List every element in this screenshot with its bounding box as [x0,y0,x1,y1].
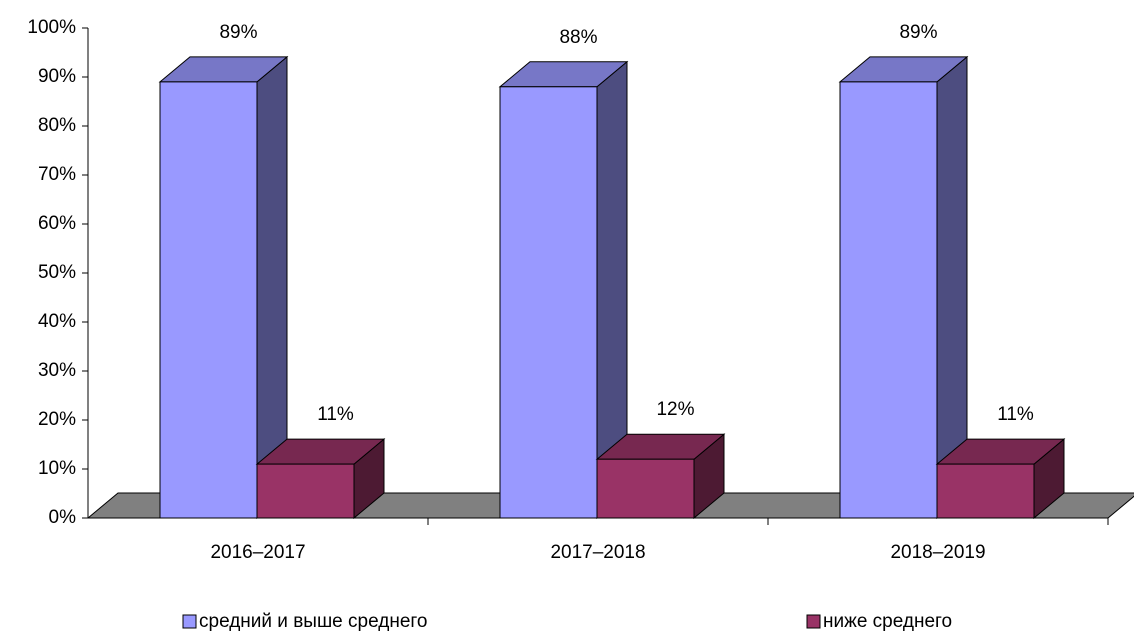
value-label: 11% [317,404,354,425]
value-label: 11% [997,404,1034,425]
bar [256,463,355,519]
bar [499,86,598,519]
value-label: 89% [899,22,937,43]
legend-label: средний и выше среднего [199,611,427,632]
bar [839,81,938,519]
value-label: 88% [559,27,597,48]
y-tick-label: 90% [38,66,76,87]
value-label: 12% [656,399,694,420]
y-tick-label: 60% [38,213,76,234]
value-label: 89% [219,22,257,43]
y-tick-label: 20% [38,409,76,430]
y-tick-label: 30% [38,360,76,381]
legend-swatch [806,614,821,629]
legend-swatch [182,614,197,629]
bar [936,463,1035,519]
y-tick-label: 10% [38,458,76,479]
y-tick-label: 70% [38,164,76,185]
legend-label: ниже среднего [823,611,952,632]
x-tick-label: 2017–2018 [550,542,645,563]
x-tick-label: 2016–2017 [210,542,305,563]
y-tick-label: 100% [27,17,76,38]
x-tick-label: 2018–2019 [890,542,985,563]
y-tick-label: 80% [38,115,76,136]
bar [159,81,258,519]
y-tick-label: 50% [38,262,76,283]
y-tick-label: 0% [49,507,77,528]
y-tick-label: 40% [38,311,76,332]
bar [596,458,695,519]
